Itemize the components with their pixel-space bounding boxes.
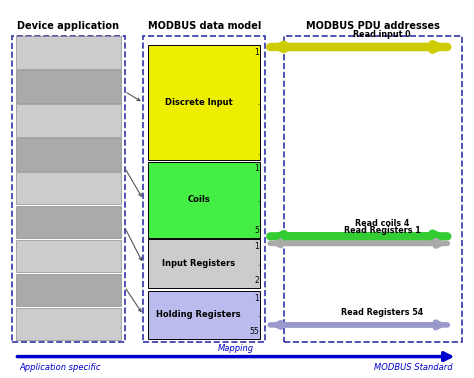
Text: 1: 1 — [254, 48, 259, 57]
Bar — [148, 291, 260, 339]
Bar — [16, 104, 121, 136]
Bar — [16, 70, 121, 103]
Bar — [148, 239, 260, 288]
Bar — [16, 240, 121, 272]
Text: MODBUS PDU addresses: MODBUS PDU addresses — [306, 21, 440, 31]
Bar — [284, 36, 462, 342]
Bar — [16, 172, 121, 204]
Text: Coils: Coils — [187, 195, 210, 204]
Bar — [16, 308, 121, 340]
Text: Discrete Input: Discrete Input — [164, 98, 232, 107]
Bar — [16, 274, 121, 306]
Text: 2: 2 — [254, 276, 259, 285]
Text: MODBUS data model: MODBUS data model — [147, 21, 261, 31]
Text: Input Registers: Input Registers — [162, 259, 235, 268]
Text: 1: 1 — [254, 242, 259, 251]
Text: .: . — [257, 312, 259, 318]
Text: 55: 55 — [249, 327, 259, 336]
Text: Application specific: Application specific — [19, 363, 100, 372]
Text: MODBUS Standard: MODBUS Standard — [374, 363, 453, 372]
Bar — [148, 161, 260, 238]
Text: Mapping: Mapping — [218, 344, 254, 353]
Text: Read Registers 54: Read Registers 54 — [341, 308, 423, 317]
Bar — [12, 36, 125, 342]
Bar — [143, 36, 265, 342]
Text: .: . — [256, 148, 259, 157]
Text: .: . — [257, 197, 259, 203]
Text: Read coils 4: Read coils 4 — [355, 219, 410, 228]
Text: .: . — [257, 261, 259, 267]
Text: 5: 5 — [254, 226, 259, 235]
Bar — [16, 206, 121, 239]
Text: 1: 1 — [254, 294, 259, 303]
Text: Device application: Device application — [18, 21, 119, 31]
Text: Holding Registers: Holding Registers — [156, 310, 241, 319]
Text: .: . — [257, 100, 259, 106]
Text: Read input 0: Read input 0 — [354, 30, 411, 39]
Bar — [148, 45, 260, 160]
Text: Read Registers 1: Read Registers 1 — [344, 226, 420, 235]
Bar — [16, 36, 121, 69]
Bar — [16, 138, 121, 170]
Text: 1: 1 — [254, 164, 259, 174]
